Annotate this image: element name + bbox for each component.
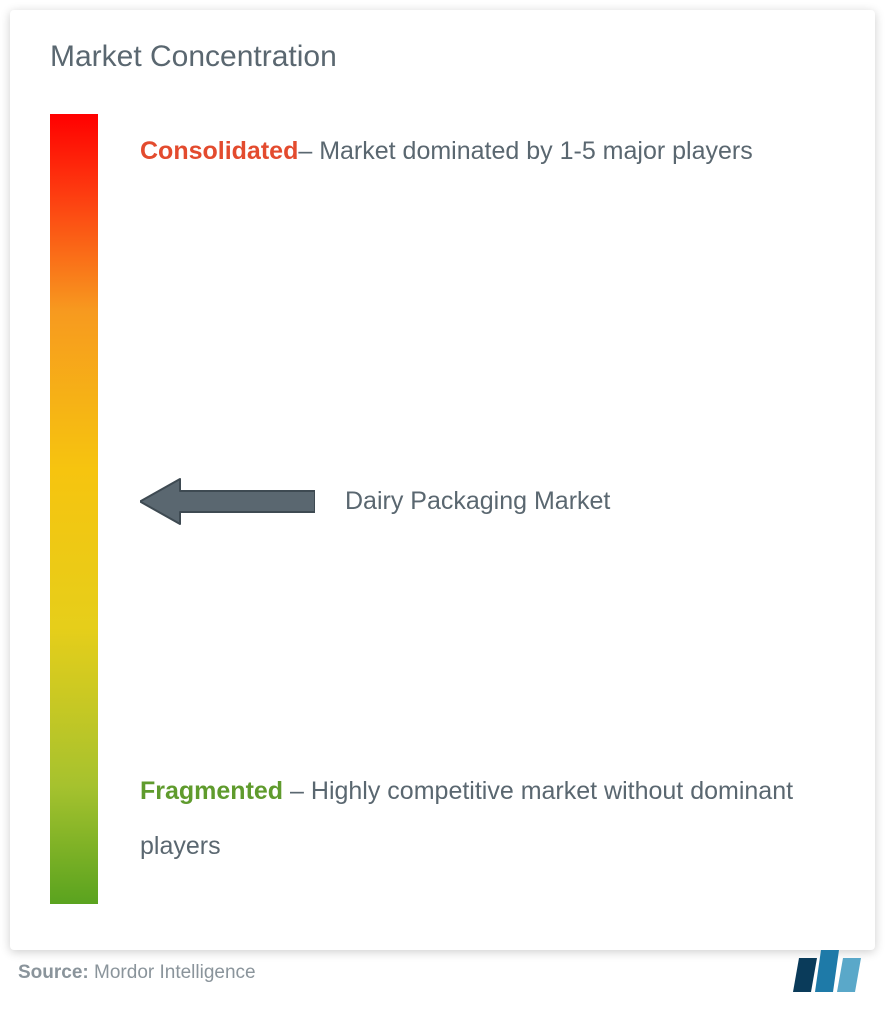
content-area: Consolidated– Market dominated by 1-5 ma…	[50, 114, 835, 914]
concentration-gradient-bar	[50, 114, 98, 904]
marker-row: Dairy Packaging Market	[140, 474, 610, 529]
card-title: Market Concentration	[50, 40, 835, 74]
source-label: Source:	[18, 962, 89, 983]
market-name: Dairy Packaging Market	[345, 487, 610, 516]
source-line: Source: Mordor Intelligence	[18, 962, 256, 984]
consolidated-keyword: Consolidated	[140, 137, 298, 165]
arrow-left-icon	[140, 474, 315, 529]
fragmented-label: Fragmented – Highly competitive market w…	[140, 764, 825, 874]
source-value: Mordor Intelligence	[89, 962, 256, 983]
consolidated-desc: – Market dominated by 1-5 major players	[298, 137, 752, 165]
fragmented-keyword: Fragmented	[140, 777, 283, 805]
info-card: Market Concentration Consolidated– Marke…	[10, 10, 875, 950]
consolidated-label: Consolidated– Market dominated by 1-5 ma…	[140, 124, 825, 179]
mi-logo-icon	[791, 946, 863, 992]
